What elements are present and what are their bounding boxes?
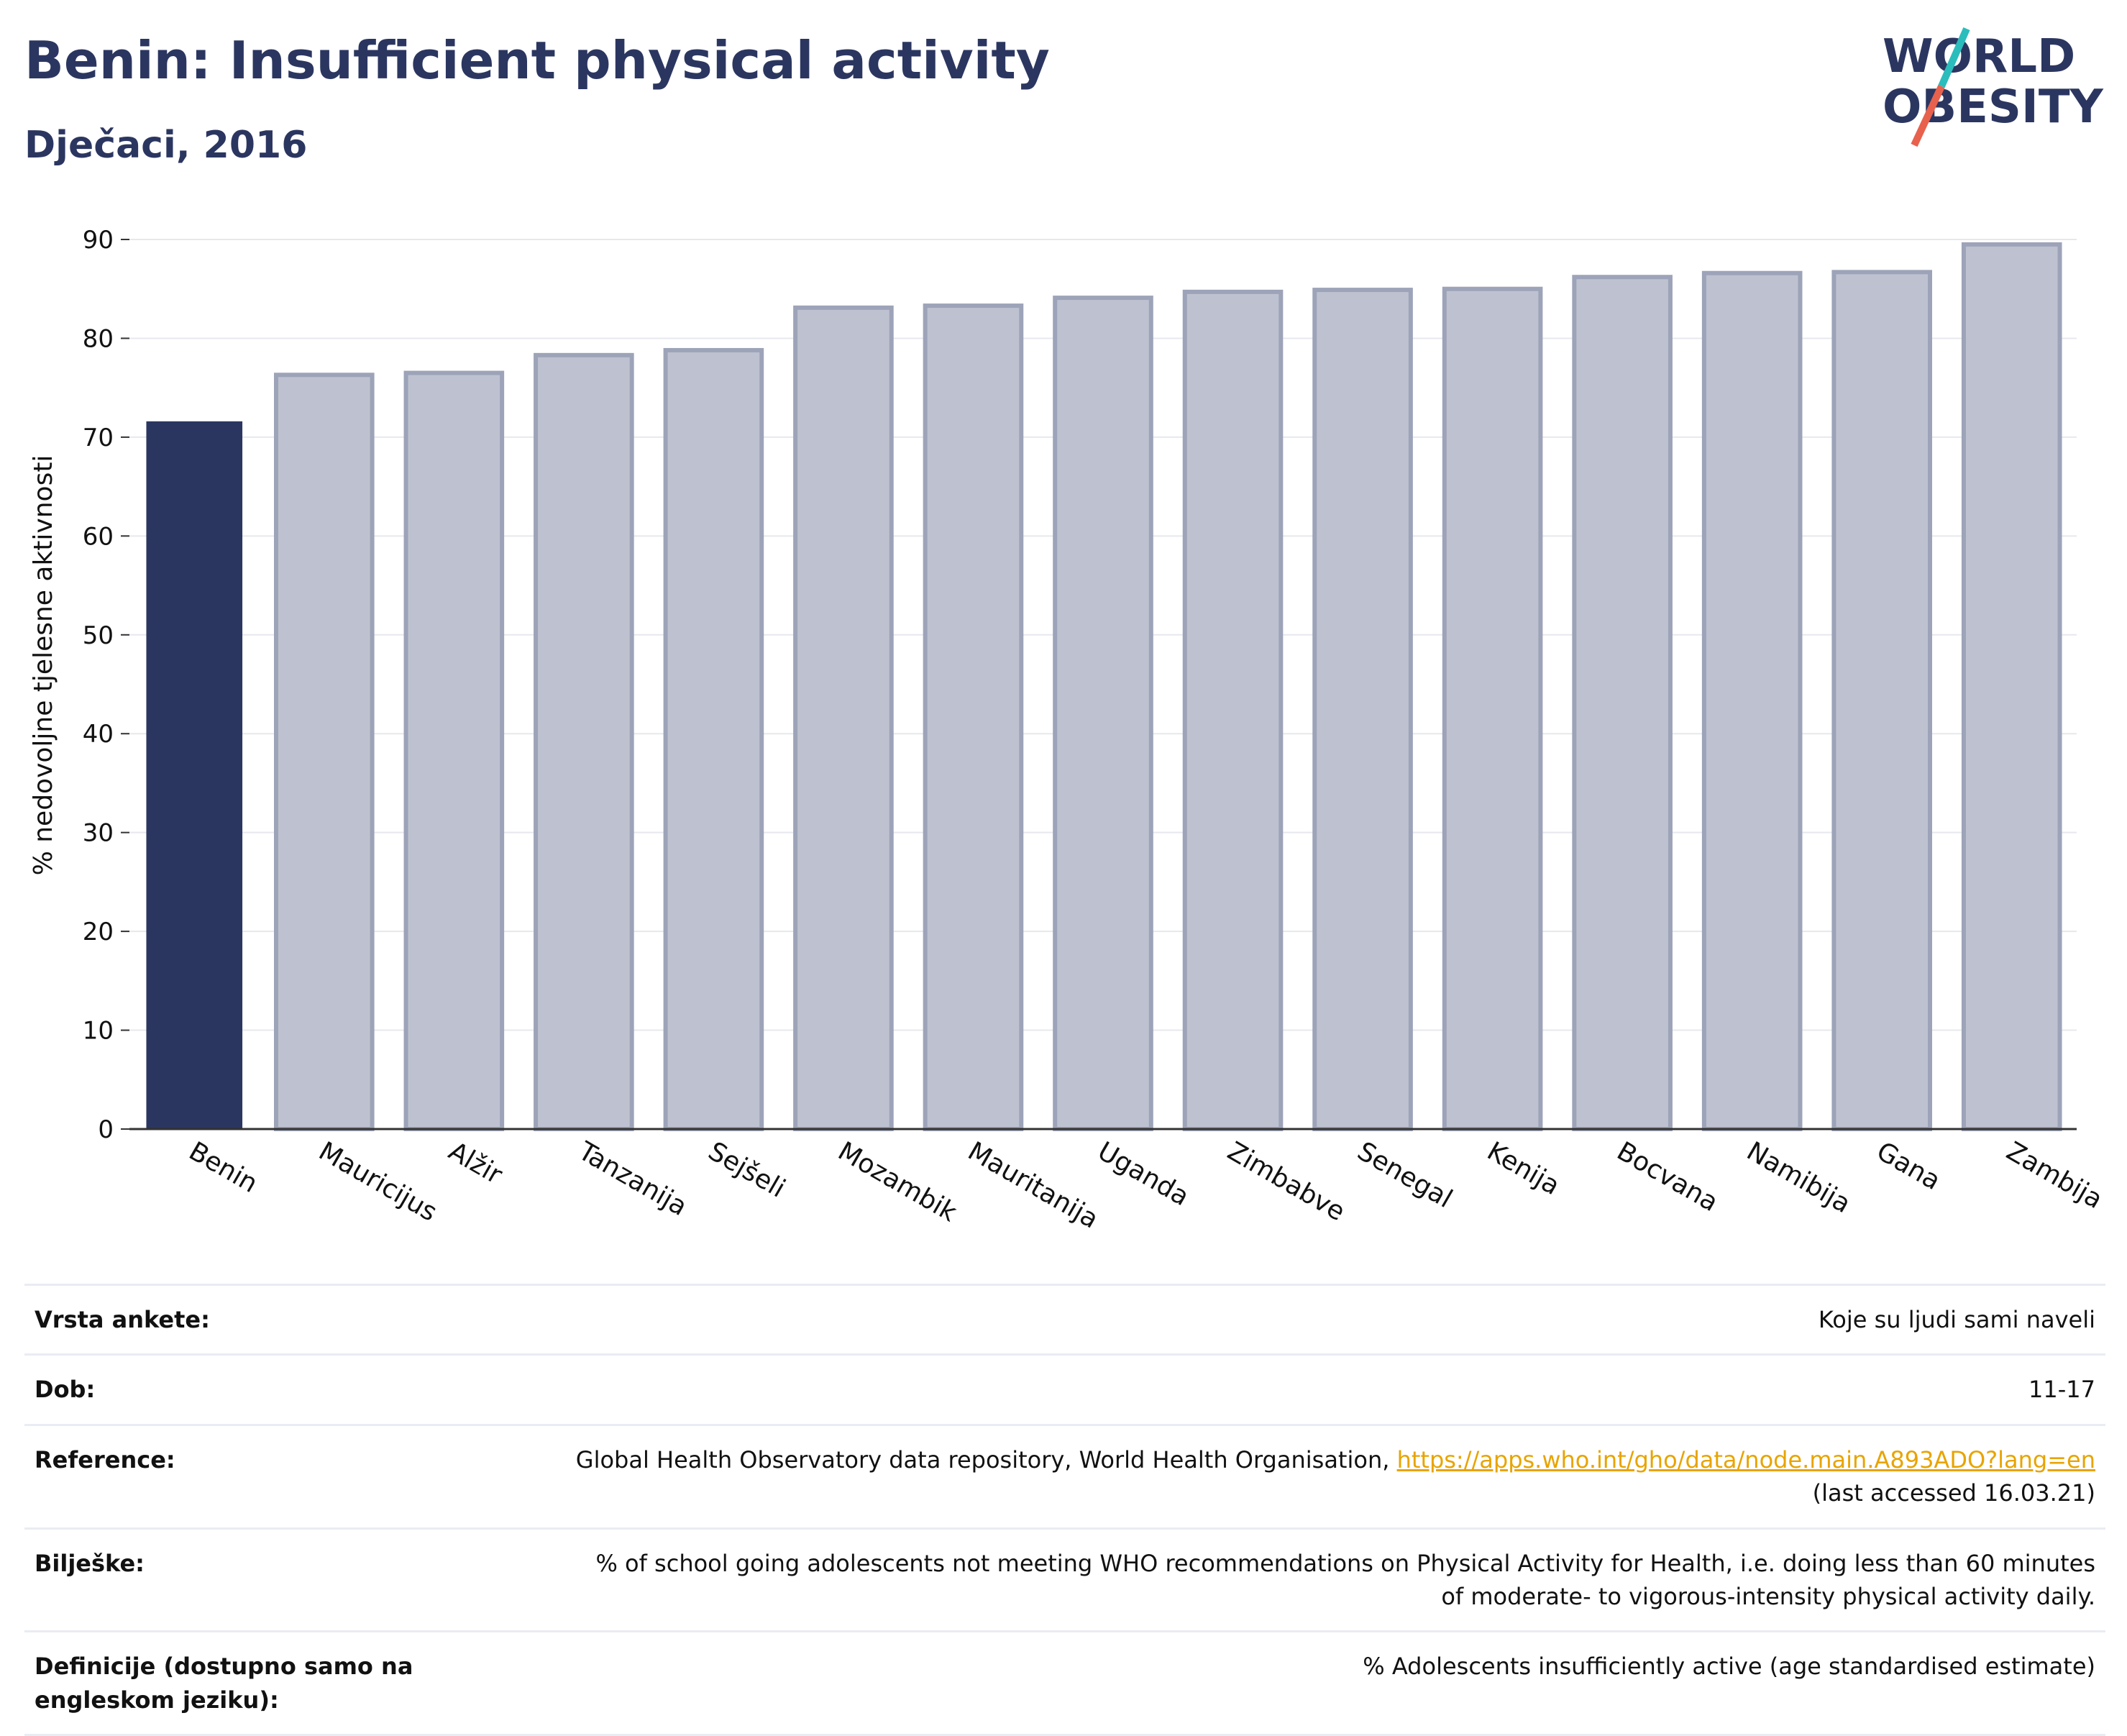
y-tick-label: 50 [83, 621, 114, 650]
y-tick-label: 70 [83, 424, 114, 452]
bar-kenija[interactable] [1442, 286, 1543, 1132]
x-tick-label: Gana [1872, 1136, 1946, 1196]
bar-senegal[interactable] [1312, 288, 1413, 1131]
y-tick-label: 60 [83, 522, 114, 551]
bar-benin[interactable] [146, 421, 243, 1129]
x-tick-label: Zimbabve [1222, 1136, 1350, 1227]
x-tick-label: Benin [184, 1136, 262, 1199]
info-key: Dob: [24, 1353, 562, 1425]
bar-zimbabve[interactable] [1182, 289, 1284, 1131]
reference-link[interactable]: https://apps.who.int/gho/data/node.main.… [1396, 1445, 2095, 1474]
x-tick-label: Mauritanija [963, 1136, 1103, 1234]
x-tick-label: Namibija [1742, 1136, 1855, 1219]
y-tick-label: 40 [83, 720, 114, 749]
logo-slash-bottom [1911, 84, 1945, 147]
bar-alžir[interactable] [403, 370, 505, 1131]
x-tick-label: Zambija [2001, 1136, 2108, 1215]
bar-namibija[interactable] [1701, 270, 1803, 1132]
info-row-age: Dob: 11-17 [24, 1353, 2105, 1425]
x-tick-label: Sejšeli [703, 1136, 790, 1203]
info-table: Vrsta ankete: Koje su ljudi sami naveli … [24, 1283, 2105, 1736]
info-value: % Adolescents insufficiently active (age… [562, 1630, 2105, 1736]
x-tick-label: Mauricijus [314, 1136, 442, 1228]
y-tick-label: 90 [83, 226, 114, 255]
y-tick-label: 20 [83, 918, 114, 946]
logo-text-obesity: OBESITY [1883, 81, 2103, 134]
bar-tanzanija[interactable] [534, 352, 634, 1131]
bar-bocvana[interactable] [1572, 275, 1673, 1131]
info-row-definitions: Definicije (dostupno samo na engleskom j… [24, 1630, 2105, 1736]
info-key: Vrsta ankete: [24, 1283, 562, 1355]
y-tick-label: 30 [83, 819, 114, 848]
info-key: Reference: [24, 1423, 562, 1529]
x-tick-label: Kenija [1482, 1136, 1565, 1201]
y-tick-label: 80 [83, 324, 114, 353]
reference-text: Global Health Observatory data repositor… [575, 1445, 1397, 1474]
info-value: Global Health Observatory data repositor… [562, 1423, 2105, 1529]
bar-uganda[interactable] [1053, 296, 1153, 1132]
bar-mauricijus[interactable] [274, 373, 375, 1132]
info-row-reference: Reference: Global Health Observatory dat… [24, 1423, 2105, 1529]
x-tick-label: Uganda [1093, 1136, 1194, 1212]
info-row-notes: Bilješke: % of school going adolescents … [24, 1527, 2105, 1632]
logo-text-world: WORLD [1883, 30, 2075, 83]
info-key: Bilješke: [24, 1527, 562, 1632]
x-tick-label: Bocvana [1612, 1136, 1724, 1218]
x-tick-label: Tanzanija [573, 1136, 692, 1222]
y-tick-label: 10 [83, 1017, 114, 1046]
bar-gana[interactable] [1831, 270, 1932, 1131]
x-tick-label: Alžir [444, 1136, 508, 1190]
info-row-survey: Vrsta ankete: Koje su ljudi sami naveli [24, 1283, 2105, 1355]
info-value: % of school going adolescents not meetin… [562, 1527, 2105, 1632]
chart-title: Benin: Insufficient physical activity [24, 30, 1050, 91]
bar-sejšeli[interactable] [663, 347, 764, 1132]
info-value: Koje su ljudi sami naveli [562, 1283, 2105, 1355]
info-value: 11-17 [562, 1353, 2105, 1425]
logo-slash-top [1938, 27, 1970, 88]
y-axis-label: % nedovoljne tjelesne aktivnosti [29, 455, 58, 876]
bar-mauritanija[interactable] [923, 303, 1024, 1131]
bar-zambija[interactable] [1961, 242, 2062, 1132]
info-key: Definicije (dostupno samo na engleskom j… [24, 1630, 562, 1736]
bars-layer [146, 242, 2062, 1132]
chart-subtitle: Dječaci, 2016 [24, 124, 308, 167]
x-tick-label: Senegal [1353, 1136, 1458, 1214]
y-tick-label: 0 [98, 1115, 114, 1144]
x-tick-label: Mozambik [833, 1136, 961, 1228]
reference-accessed: (last accessed 16.03.21) [1812, 1479, 2095, 1507]
bar-mozambik[interactable] [793, 305, 894, 1131]
bar-chart: 0 10 20 30 40 50 60 70 80 90 Benin Mauricijus Alžir T… [29, 226, 2108, 1235]
world-obesity-logo: WORLD OBESITY [1883, 27, 2103, 147]
